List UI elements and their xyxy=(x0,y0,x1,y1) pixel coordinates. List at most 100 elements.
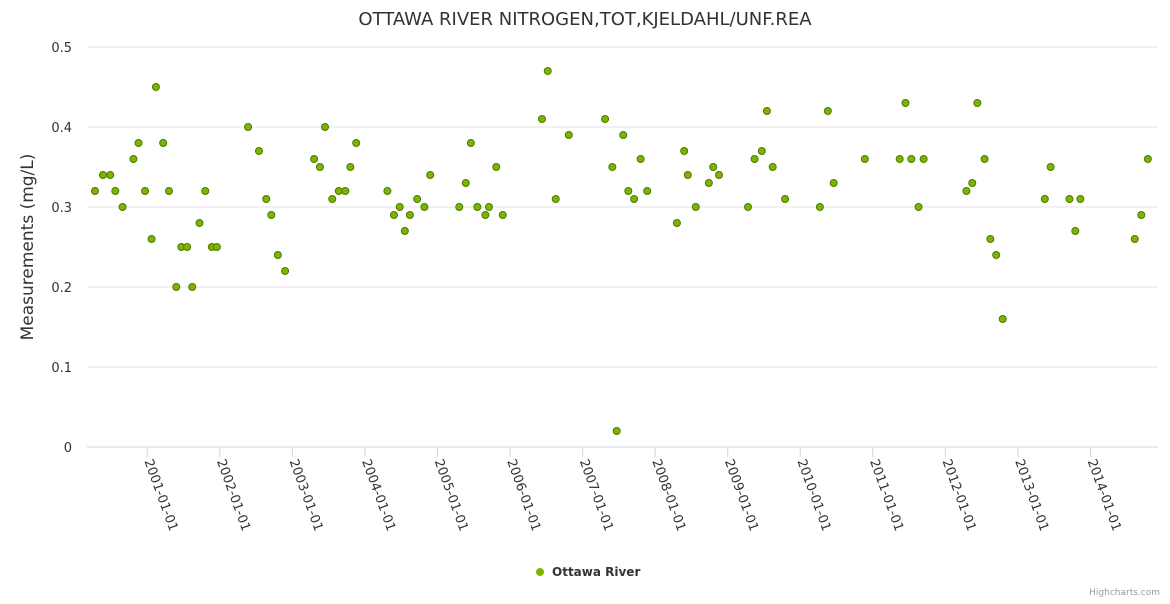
data-point[interactable] xyxy=(619,131,628,139)
data-point[interactable] xyxy=(395,203,404,211)
data-point[interactable] xyxy=(389,211,398,219)
data-point[interactable] xyxy=(405,211,414,219)
data-point[interactable] xyxy=(134,139,143,147)
data-point[interactable] xyxy=(212,243,221,251)
data-point[interactable] xyxy=(968,179,977,187)
data-point[interactable] xyxy=(781,195,790,203)
data-point[interactable] xyxy=(715,171,724,179)
data-point[interactable] xyxy=(341,187,350,195)
data-point[interactable] xyxy=(630,195,639,203)
data-point[interactable] xyxy=(98,171,107,179)
data-point[interactable] xyxy=(106,171,115,179)
data-point[interactable] xyxy=(1071,227,1080,235)
data-point[interactable] xyxy=(461,179,470,187)
data-point[interactable] xyxy=(244,123,253,131)
data-point[interactable] xyxy=(829,179,838,187)
credits-link[interactable]: Highcharts.com xyxy=(1089,588,1160,598)
data-point[interactable] xyxy=(1076,195,1085,203)
data-point[interactable] xyxy=(492,163,501,171)
data-point[interactable] xyxy=(757,147,766,155)
data-point[interactable] xyxy=(973,99,982,107)
data-point[interactable] xyxy=(267,211,276,219)
data-point[interactable] xyxy=(750,155,759,163)
data-point[interactable] xyxy=(919,155,928,163)
data-point[interactable] xyxy=(543,67,552,75)
data-point[interactable] xyxy=(310,155,319,163)
data-point[interactable] xyxy=(195,219,204,227)
data-point[interactable] xyxy=(823,107,832,115)
data-point[interactable] xyxy=(473,203,482,211)
data-point[interactable] xyxy=(172,283,181,291)
data-point[interactable] xyxy=(1065,195,1074,203)
data-point[interactable] xyxy=(691,203,700,211)
data-point[interactable] xyxy=(1130,235,1139,243)
data-point[interactable] xyxy=(914,203,923,211)
data-point[interactable] xyxy=(426,171,435,179)
data-point[interactable] xyxy=(262,195,271,203)
data-point[interactable] xyxy=(860,155,869,163)
data-point[interactable] xyxy=(608,163,617,171)
data-point[interactable] xyxy=(254,147,263,155)
data-point[interactable] xyxy=(118,203,127,211)
data-point[interactable] xyxy=(1137,211,1146,219)
data-point[interactable] xyxy=(551,195,560,203)
data-point[interactable] xyxy=(768,163,777,171)
data-point[interactable] xyxy=(321,123,329,131)
data-point[interactable] xyxy=(986,235,995,243)
x-tick-label: 2006-01-01 xyxy=(503,457,543,533)
data-point[interactable] xyxy=(413,195,422,203)
legend-item-ottawa-river[interactable]: Ottawa River xyxy=(536,565,640,579)
data-point[interactable] xyxy=(962,187,971,195)
data-point[interactable] xyxy=(537,115,546,123)
data-point[interactable] xyxy=(612,427,621,435)
data-point[interactable] xyxy=(147,235,156,243)
data-point[interactable] xyxy=(315,163,324,171)
data-point[interactable] xyxy=(672,219,681,227)
data-point[interactable] xyxy=(346,163,355,171)
data-point[interactable] xyxy=(188,283,197,291)
data-point[interactable] xyxy=(164,187,173,195)
data-point[interactable] xyxy=(183,243,192,251)
data-point[interactable] xyxy=(1143,155,1152,163)
data-point[interactable] xyxy=(159,139,168,147)
data-point[interactable] xyxy=(328,195,337,203)
data-point[interactable] xyxy=(90,187,99,195)
data-point[interactable] xyxy=(815,203,824,211)
data-point[interactable] xyxy=(420,203,429,211)
data-point[interactable] xyxy=(683,171,692,179)
data-point[interactable] xyxy=(484,203,493,211)
data-point[interactable] xyxy=(895,155,904,163)
data-point[interactable] xyxy=(151,83,160,91)
data-point[interactable] xyxy=(680,147,689,155)
data-point[interactable] xyxy=(564,131,573,139)
data-point[interactable] xyxy=(129,155,138,163)
data-point[interactable] xyxy=(334,187,343,195)
data-point[interactable] xyxy=(643,187,652,195)
data-point[interactable] xyxy=(141,187,150,195)
data-point[interactable] xyxy=(383,187,392,195)
data-point[interactable] xyxy=(466,139,475,147)
data-point[interactable] xyxy=(744,203,753,211)
data-point[interactable] xyxy=(498,211,507,219)
data-point[interactable] xyxy=(901,99,910,107)
data-point[interactable] xyxy=(455,203,464,211)
data-point[interactable] xyxy=(762,107,771,115)
data-point[interactable] xyxy=(998,315,1007,323)
data-point[interactable] xyxy=(273,251,282,259)
data-point[interactable] xyxy=(980,155,989,163)
data-point[interactable] xyxy=(201,187,210,195)
data-point[interactable] xyxy=(624,187,633,195)
data-point[interactable] xyxy=(400,227,409,235)
data-point[interactable] xyxy=(352,139,361,147)
data-point[interactable] xyxy=(1040,195,1049,203)
data-point[interactable] xyxy=(111,187,120,195)
data-point[interactable] xyxy=(636,155,645,163)
data-point[interactable] xyxy=(281,267,290,275)
data-point[interactable] xyxy=(704,179,713,187)
data-point[interactable] xyxy=(481,211,490,219)
data-point[interactable] xyxy=(1046,163,1055,171)
data-point[interactable] xyxy=(907,155,916,163)
data-point[interactable] xyxy=(992,251,1001,259)
data-point[interactable] xyxy=(601,115,610,123)
data-point[interactable] xyxy=(709,163,718,171)
